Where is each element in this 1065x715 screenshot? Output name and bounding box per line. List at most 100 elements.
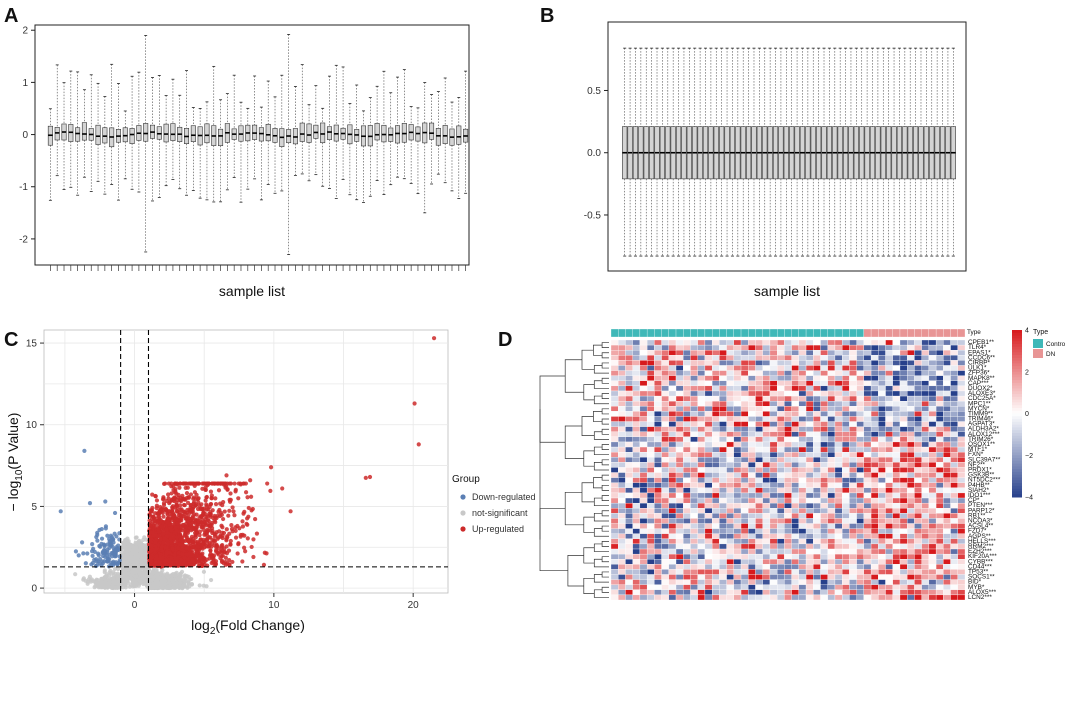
panel-d-cell	[762, 385, 771, 392]
panel-c-point	[170, 571, 176, 577]
panel-c-point	[189, 576, 194, 582]
panel-d-cell	[928, 385, 937, 392]
panel-c-point	[169, 528, 174, 533]
panel-d-cell	[870, 390, 879, 397]
panel-c-ytick-label: 10	[26, 420, 38, 431]
panel-d-cell	[632, 375, 641, 381]
panel-c-point	[102, 547, 107, 553]
panel-a-box	[143, 123, 149, 142]
panel-d-cell	[719, 360, 727, 366]
panel-d-cell	[762, 344, 771, 351]
panel-a-boxplot: -2 -1 0 1 2 sample list	[19, 24, 470, 299]
panel-d-cell	[784, 355, 792, 361]
panel-d-annotation-cell	[704, 328, 713, 338]
panel-c-point	[170, 506, 175, 511]
panel-c-point	[199, 502, 204, 507]
panel-d-cell	[740, 344, 749, 351]
panel-c-point	[149, 559, 154, 564]
panel-c-point	[118, 573, 123, 578]
panel-c-ytick-label: 0	[31, 584, 37, 595]
panel-c-point	[194, 553, 199, 558]
panel-d-cell	[610, 350, 619, 356]
panel-d-cell	[805, 339, 814, 346]
panel-c-point	[100, 561, 105, 566]
panel-c-point	[148, 543, 153, 548]
panel-d-cell	[827, 344, 836, 351]
panel-d-cell	[711, 370, 720, 376]
panel-c-point	[80, 540, 85, 545]
panel-c-point	[128, 556, 133, 561]
panel-c-point	[159, 524, 164, 529]
panel-d-cell	[921, 375, 930, 381]
panel-d-cell	[957, 360, 966, 366]
panel-d-cell	[639, 350, 648, 356]
panel-d-cell	[733, 385, 742, 392]
panel-c-point	[83, 578, 88, 583]
panel-d-cell	[632, 350, 641, 356]
panel-d-annotation-cell	[950, 328, 958, 338]
panel-d-cell	[704, 380, 713, 387]
panel-d-cell	[654, 344, 662, 351]
panel-d-cell	[719, 344, 727, 351]
panel-c-point	[85, 551, 90, 556]
panel-c-point	[143, 571, 148, 576]
panel-c-point	[182, 578, 187, 583]
panel-d-cell	[683, 375, 691, 381]
panel-d-annotation-cell	[870, 328, 879, 338]
panel-c-point	[138, 580, 144, 585]
panel-c-point	[174, 503, 180, 508]
panel-d-cell	[842, 339, 850, 346]
panel-d-cell	[769, 395, 778, 402]
panel-d-cell	[842, 385, 850, 392]
panel-d-cell	[827, 395, 836, 402]
panel-d-dendro-branch	[564, 359, 584, 393]
panel-d-cell	[914, 365, 922, 371]
panel-d-annotation-cell	[885, 328, 893, 338]
panel-d-cell	[697, 375, 706, 381]
panel-d-cell	[697, 360, 706, 366]
panel-d-cell	[957, 370, 966, 376]
panel-c-point	[202, 520, 208, 526]
panel-d-cell	[625, 344, 633, 351]
panel-d-cell	[683, 339, 691, 346]
panel-d-dendro-branch	[601, 362, 609, 369]
panel-d-cell	[805, 370, 814, 376]
panel-d-cell	[668, 344, 677, 351]
panel-d-cell	[791, 365, 799, 371]
panel-d-annotation-cell	[842, 328, 850, 338]
panel-d-cell	[690, 380, 698, 387]
panel-d-cell	[928, 355, 937, 361]
panel-a-box	[429, 122, 435, 140]
panel-c-point	[198, 522, 203, 527]
panel-c-point	[219, 545, 224, 550]
panel-d-cell	[610, 370, 619, 376]
panel-d-cell	[762, 355, 771, 361]
panel-d-cell	[639, 339, 648, 346]
panel-d-cell	[697, 339, 706, 346]
panel-d-cell	[885, 390, 893, 397]
panel-d-annotation-cell	[675, 328, 684, 338]
panel-d-cell	[762, 365, 771, 371]
panel-d-cell	[632, 355, 641, 361]
panel-c-point	[76, 553, 81, 558]
panel-d-cell	[899, 339, 908, 346]
panel-d-cell	[892, 365, 901, 371]
panel-d-cell	[914, 355, 922, 361]
panel-c-point	[181, 502, 187, 508]
panel-c-point	[197, 529, 202, 534]
panel-d-cell	[690, 390, 698, 397]
panel-d-dendro-branch	[593, 589, 609, 598]
panel-c-point	[147, 580, 152, 586]
panel-d-cell	[914, 360, 922, 366]
panel-d-cell	[755, 370, 763, 376]
panel-d-cell	[711, 390, 720, 397]
panel-c-point	[219, 559, 225, 565]
panel-d-cell	[907, 355, 915, 361]
panel-c-xtick-label: 0	[132, 600, 138, 611]
panel-d-cell	[726, 380, 734, 387]
panel-d-annotation-cell	[899, 328, 908, 338]
panel-c-point	[153, 494, 158, 499]
panel-d-cell	[625, 395, 633, 402]
panel-d-cell	[704, 375, 713, 381]
panel-d-cell	[661, 380, 669, 387]
